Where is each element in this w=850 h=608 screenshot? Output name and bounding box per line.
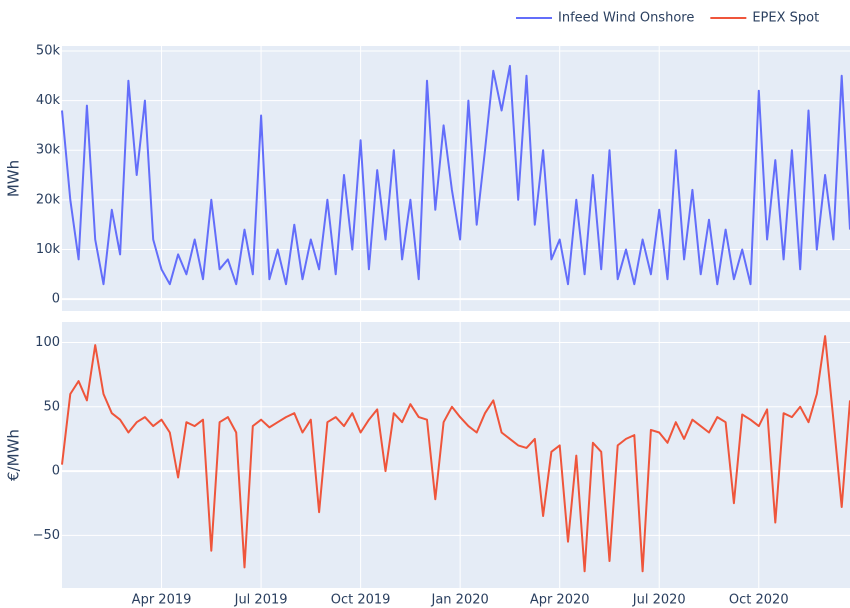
y-tick-label: 0 [52,292,60,307]
legend-label: Infeed Wind Onshore [558,11,694,26]
y-axis-title: €/MWh [5,429,23,481]
x-tick-label: Oct 2019 [331,593,391,608]
y-axis-title: MWh [5,160,23,197]
x-tick-label: Apr 2019 [132,593,192,608]
legend-label: EPEX Spot [752,11,819,26]
x-tick-label: Jul 2019 [234,593,288,608]
x-tick-label: Jul 2020 [632,593,686,608]
line-series [61,335,850,573]
y-tick-label: 0 [52,464,60,479]
plot-area [62,322,850,588]
x-tick-label: Jan 2020 [431,593,489,608]
line-series [61,64,850,286]
y-tick-label: 40k [36,93,61,108]
y-tick-label: 10k [36,242,61,257]
x-tick-label: Apr 2020 [530,593,590,608]
y-tick-label: 50k [36,43,61,58]
y-tick-label: −50 [33,528,60,543]
y-tick-label: 20k [36,192,61,207]
x-tick-label: Oct 2020 [729,593,789,608]
plot-area [62,46,850,311]
y-tick-label: 30k [36,143,61,158]
y-tick-label: 50 [43,399,60,414]
y-tick-label: 100 [35,335,60,350]
